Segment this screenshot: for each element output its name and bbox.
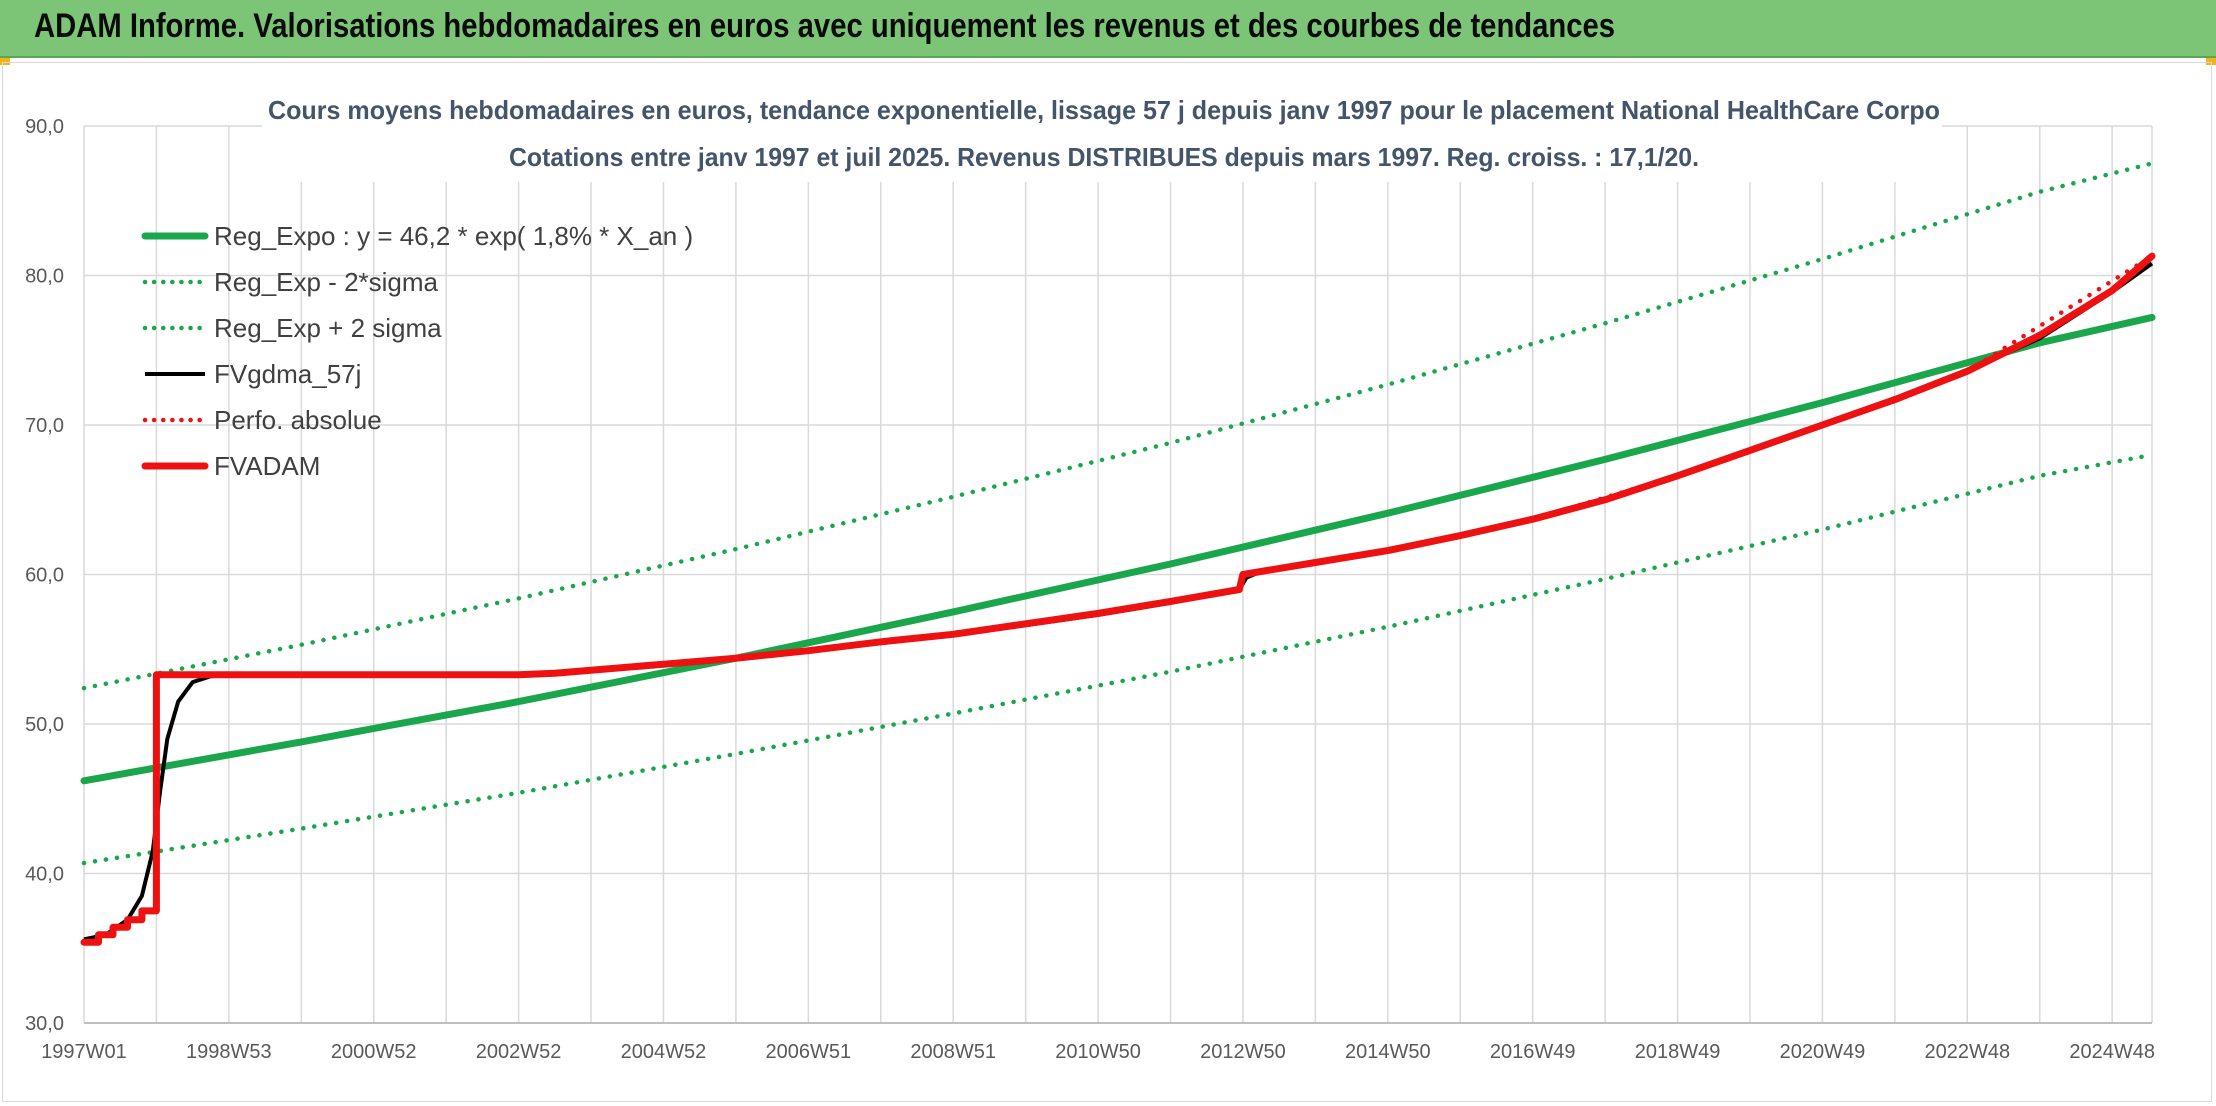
x-tick-label: 2002W52 <box>476 1041 562 1063</box>
series-line-4 <box>81 253 2155 945</box>
legend-label: Reg_Expo : y = 46,2 * exp( 1,8% * X_an ) <box>214 221 693 251</box>
corner-marker-right <box>2206 58 2216 65</box>
y-tick-label: 50,0 <box>25 714 64 736</box>
x-tick-label: 1998W53 <box>186 1041 272 1063</box>
x-tick-label: 2020W49 <box>1780 1041 1866 1063</box>
x-tick-label: 2004W52 <box>621 1041 707 1063</box>
x-tick-label: 2000W52 <box>331 1041 417 1063</box>
chart-legend: Reg_Expo : y = 46,2 * exp( 1,8% * X_an )… <box>141 221 693 481</box>
series-line-3 <box>83 261 2154 942</box>
report-title: ADAM Informe. Valorisations hebdomadaire… <box>34 7 1616 45</box>
x-tick-label: 2010W50 <box>1055 1041 1141 1063</box>
x-tick-label: 2024W48 <box>2069 1041 2155 1063</box>
x-tick-label: 2008W51 <box>910 1041 996 1063</box>
x-tick-label: 2022W48 <box>1924 1041 2010 1063</box>
x-tick-label: 1997W01 <box>41 1041 127 1063</box>
series-line-5 <box>80 252 2156 946</box>
chart-title-background <box>262 84 1942 182</box>
x-tick-label: 2012W50 <box>1200 1041 1286 1063</box>
corner-marker-left <box>0 58 10 65</box>
chart-subtitle: Cotations entre janv 1997 et juil 2025. … <box>509 142 1699 172</box>
legend-label: Perfo. absolue <box>214 405 382 435</box>
y-tick-label: 30,0 <box>25 1013 64 1035</box>
legend-label: Reg_Exp - 2*sigma <box>214 267 439 297</box>
x-tick-label: 2018W49 <box>1635 1041 1721 1063</box>
chart-frame <box>2 62 2212 1102</box>
y-tick-label: 40,0 <box>25 864 64 886</box>
series-line-0 <box>80 313 2156 785</box>
x-tick-label: 2014W50 <box>1345 1041 1431 1063</box>
series-line-1 <box>81 452 2155 866</box>
y-tick-label: 80,0 <box>25 266 64 288</box>
report-banner: ADAM Informe. Valorisations hebdomadaire… <box>0 0 2216 58</box>
legend-label: Reg_Exp + 2 sigma <box>214 313 442 343</box>
y-tick-label: 90,0 <box>25 116 64 138</box>
x-tick-label: 2016W49 <box>1490 1041 1576 1063</box>
y-tick-label: 70,0 <box>25 415 64 437</box>
x-tick-label: 2006W51 <box>766 1041 852 1063</box>
y-tick-label: 60,0 <box>25 565 64 587</box>
legend-label: FVADAM <box>214 451 320 481</box>
legend-label: FVgdma_57j <box>214 359 361 389</box>
chart-title: Cours moyens hebdomadaires en euros, ten… <box>268 95 1940 125</box>
